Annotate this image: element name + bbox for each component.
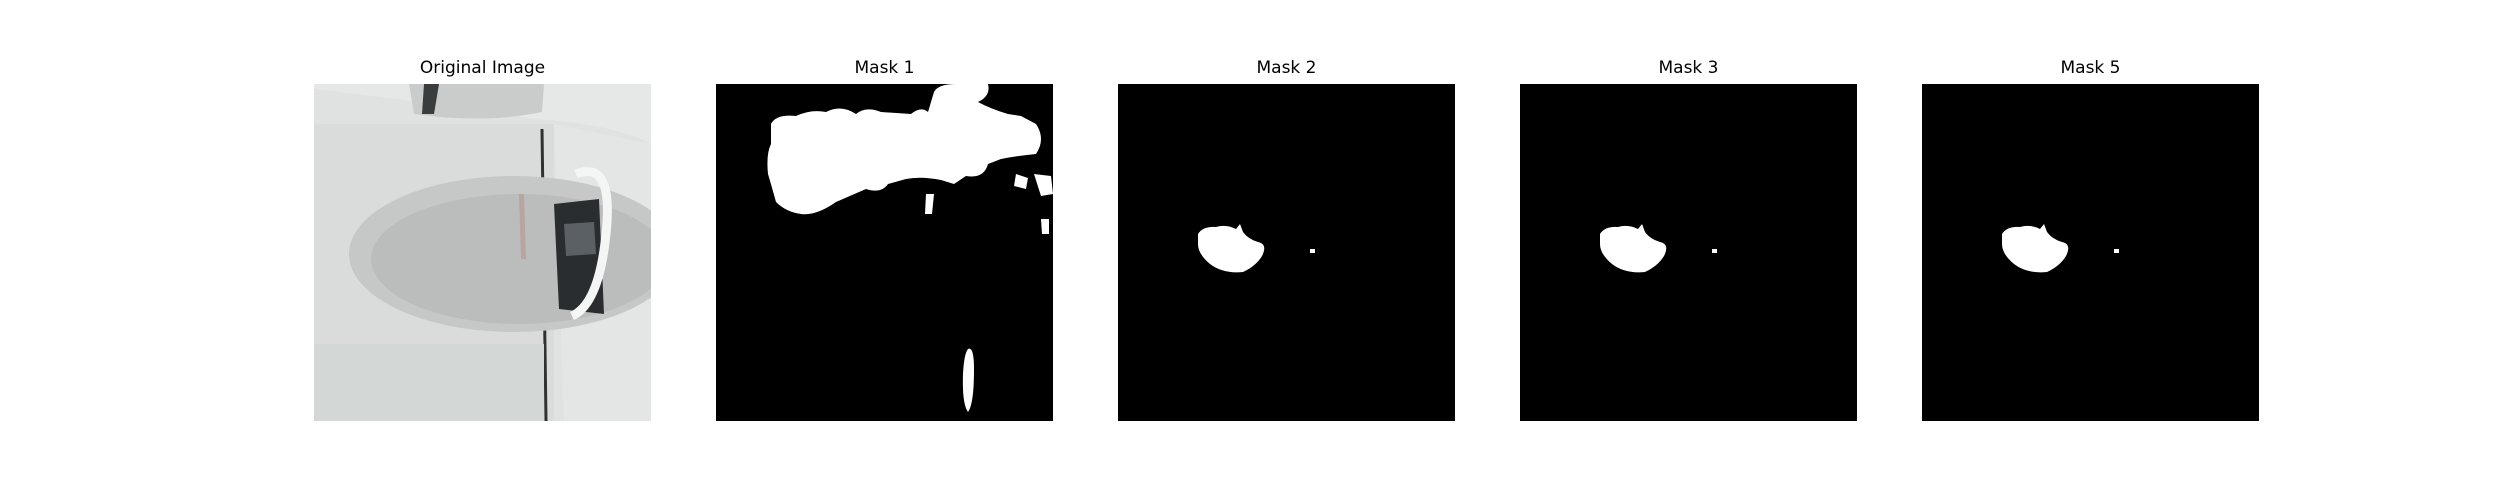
panel-title-mask-2: Mask 2 — [1256, 58, 1317, 78]
mask-2 — [1118, 84, 1455, 421]
mask-3-image — [1520, 84, 1857, 421]
mask-1 — [716, 84, 1053, 421]
original-image-photo — [314, 84, 651, 421]
panel-title-mask-1: Mask 1 — [854, 58, 915, 78]
original-image — [314, 84, 651, 421]
mask-1-image — [716, 84, 1053, 421]
panel-title-mask-3: Mask 3 — [1658, 58, 1719, 78]
mask-5 — [1922, 84, 2259, 421]
mask-3 — [1520, 84, 1857, 421]
mask-5-image — [1922, 84, 2259, 421]
mask-2-image — [1118, 84, 1455, 421]
panel-title-original-image: Original Image — [419, 58, 546, 78]
panel-title-mask-5: Mask 5 — [2060, 58, 2121, 78]
